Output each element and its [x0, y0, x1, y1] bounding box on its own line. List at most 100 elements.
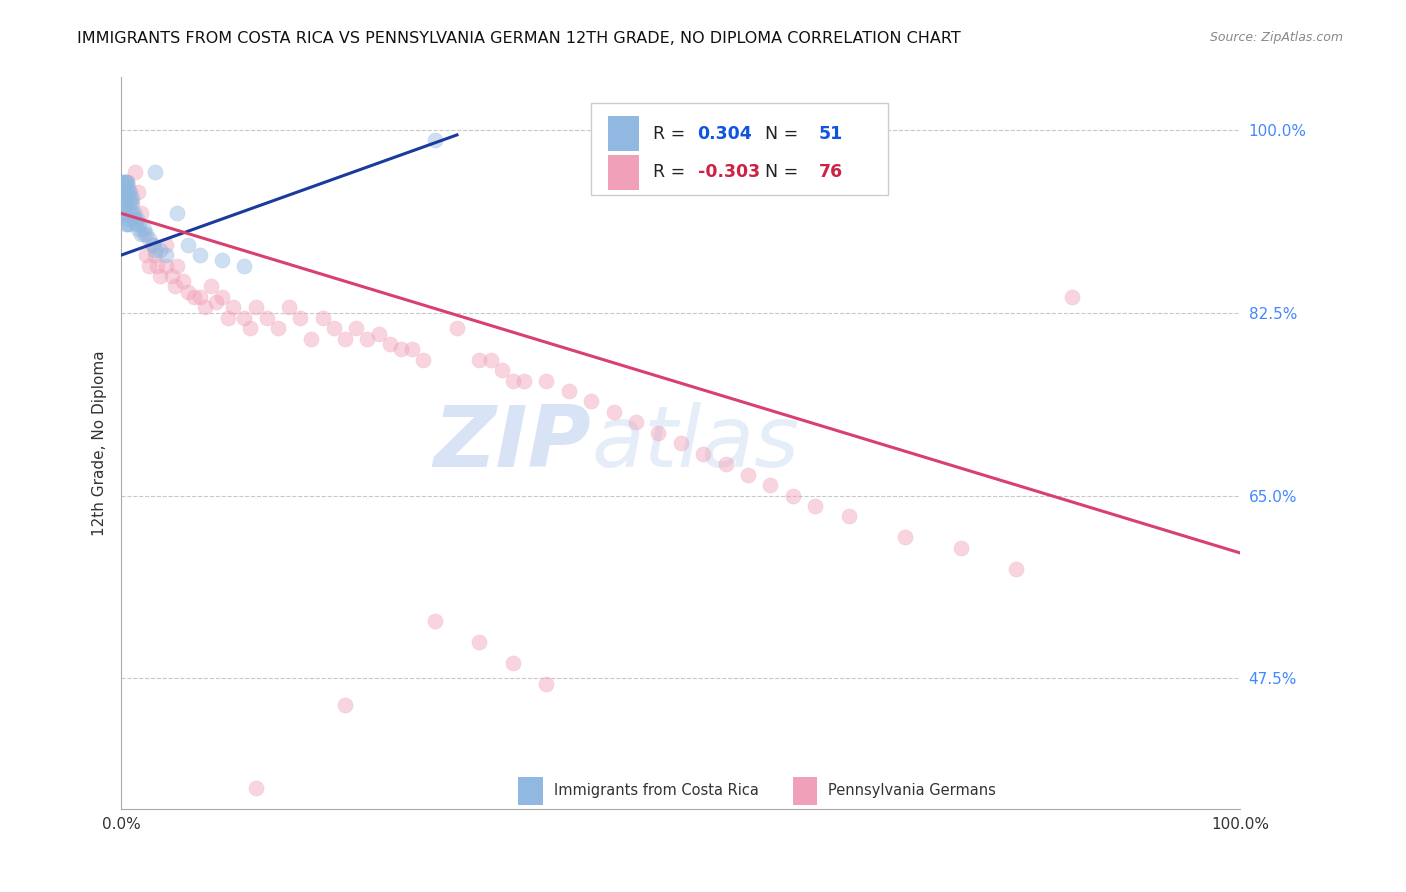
- Point: [114, 175, 136, 189]
- Point: [412, 352, 434, 367]
- Text: Source: ZipAtlas.com: Source: ZipAtlas.com: [1209, 31, 1343, 45]
- FancyBboxPatch shape: [592, 103, 887, 194]
- Point: [602, 405, 624, 419]
- Point: [714, 457, 737, 471]
- Point: [128, 217, 150, 231]
- Point: [142, 237, 165, 252]
- Point: [146, 259, 169, 273]
- Point: [245, 781, 267, 796]
- Point: [131, 227, 153, 242]
- Text: N =: N =: [765, 163, 803, 181]
- Point: [111, 206, 134, 220]
- Point: [401, 342, 423, 356]
- Point: [112, 195, 135, 210]
- Point: [333, 332, 356, 346]
- Point: [367, 326, 389, 341]
- Point: [172, 274, 194, 288]
- Point: [177, 285, 200, 299]
- Point: [121, 195, 143, 210]
- FancyBboxPatch shape: [519, 777, 543, 805]
- Point: [239, 321, 262, 335]
- Text: 51: 51: [818, 125, 842, 143]
- Point: [468, 635, 491, 649]
- Point: [344, 321, 367, 335]
- Point: [127, 222, 149, 236]
- Text: Pennsylvania Germans: Pennsylvania Germans: [828, 783, 997, 798]
- Point: [121, 206, 143, 220]
- Point: [118, 195, 141, 210]
- Point: [759, 478, 782, 492]
- Point: [737, 467, 759, 482]
- Point: [155, 237, 177, 252]
- Point: [132, 222, 155, 236]
- Point: [200, 279, 222, 293]
- Point: [115, 175, 138, 189]
- Point: [155, 259, 177, 273]
- Point: [120, 206, 142, 220]
- Point: [446, 321, 468, 335]
- Text: IMMIGRANTS FROM COSTA RICA VS PENNSYLVANIA GERMAN 12TH GRADE, NO DIPLOMA CORRELA: IMMIGRANTS FROM COSTA RICA VS PENNSYLVAN…: [77, 31, 962, 46]
- Point: [194, 301, 217, 315]
- Point: [183, 290, 205, 304]
- Point: [155, 248, 177, 262]
- Point: [322, 321, 344, 335]
- Point: [222, 301, 245, 315]
- Point: [143, 164, 166, 178]
- Point: [205, 295, 228, 310]
- Text: 76: 76: [818, 163, 842, 181]
- Point: [117, 191, 139, 205]
- Point: [114, 195, 136, 210]
- Point: [114, 206, 136, 220]
- Point: [211, 253, 233, 268]
- Point: [177, 237, 200, 252]
- Point: [117, 211, 139, 226]
- Point: [163, 279, 186, 293]
- Point: [138, 232, 160, 246]
- Text: R =: R =: [652, 163, 690, 181]
- Point: [120, 186, 142, 200]
- Point: [333, 698, 356, 712]
- Text: ZIP: ZIP: [433, 401, 592, 484]
- Point: [122, 206, 145, 220]
- Point: [838, 509, 860, 524]
- Point: [647, 425, 669, 440]
- Point: [378, 337, 401, 351]
- Point: [536, 676, 558, 690]
- Point: [581, 394, 603, 409]
- Point: [188, 248, 211, 262]
- Point: [142, 237, 165, 252]
- Point: [278, 301, 301, 315]
- Point: [115, 217, 138, 231]
- Point: [692, 447, 714, 461]
- Point: [804, 499, 827, 513]
- Point: [112, 206, 135, 220]
- Point: [118, 186, 141, 200]
- FancyBboxPatch shape: [607, 155, 640, 190]
- Point: [118, 217, 141, 231]
- Point: [233, 259, 256, 273]
- Point: [782, 489, 804, 503]
- Point: [949, 541, 972, 555]
- Point: [536, 374, 558, 388]
- Point: [233, 310, 256, 325]
- Point: [558, 384, 581, 398]
- Point: [1005, 562, 1028, 576]
- Point: [121, 191, 143, 205]
- Point: [245, 301, 267, 315]
- Point: [893, 530, 915, 544]
- Point: [290, 310, 312, 325]
- Text: -0.303: -0.303: [697, 163, 759, 181]
- Point: [502, 656, 524, 670]
- Text: N =: N =: [754, 125, 803, 143]
- Point: [114, 186, 136, 200]
- Point: [624, 415, 647, 429]
- Point: [135, 227, 157, 242]
- Point: [267, 321, 290, 335]
- Text: atlas: atlas: [592, 401, 799, 484]
- FancyBboxPatch shape: [607, 116, 640, 151]
- Point: [479, 352, 502, 367]
- Point: [311, 310, 333, 325]
- Text: 0.304: 0.304: [697, 125, 752, 143]
- Point: [112, 186, 135, 200]
- Point: [211, 290, 233, 304]
